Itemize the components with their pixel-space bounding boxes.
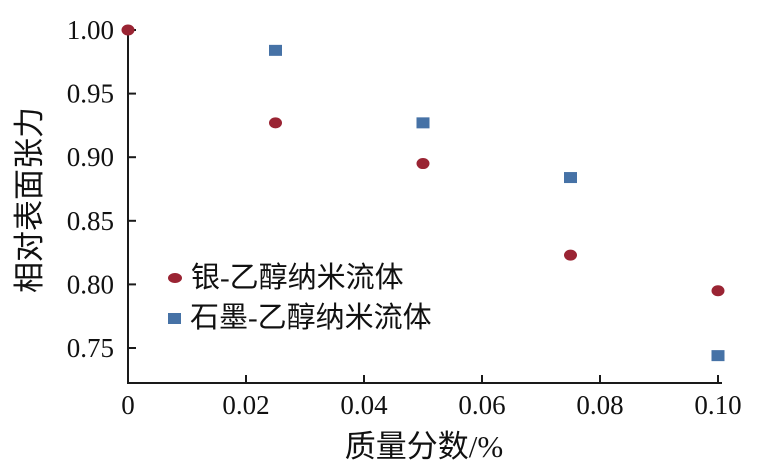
x-tick-label: 0 bbox=[121, 390, 135, 420]
data-point-circle bbox=[121, 24, 135, 36]
data-point-circle bbox=[711, 285, 725, 297]
data-point-circle bbox=[269, 117, 282, 129]
data-point-square bbox=[269, 44, 282, 56]
data-point-circle bbox=[416, 158, 430, 170]
x-tick-label: 0.04 bbox=[340, 390, 388, 420]
data-point-square bbox=[564, 172, 577, 184]
y-tick-label: 1.00 bbox=[67, 15, 114, 45]
legend: 银-乙醇纳米流体 石墨-乙醇纳米流体 bbox=[168, 258, 432, 338]
y-axis-title: 相对表面张力 bbox=[12, 107, 47, 293]
y-tick-label: 0.95 bbox=[67, 79, 114, 109]
legend-label-silver-ethanol: 银-乙醇纳米流体 bbox=[191, 261, 404, 294]
data-point-square bbox=[711, 350, 725, 362]
x-tick-label: 0.08 bbox=[576, 390, 623, 420]
y-tick-label: 0.80 bbox=[67, 269, 114, 299]
x-axis-title: 质量分数/% bbox=[345, 429, 503, 464]
x-tick-label: 0.02 bbox=[222, 390, 269, 420]
legend-square-marker-icon bbox=[168, 312, 181, 324]
x-tick-label: 0.06 bbox=[458, 390, 505, 420]
y-tick-label: 0.85 bbox=[67, 206, 114, 236]
data-point-square bbox=[416, 117, 430, 129]
x-tick-label: 0.10 bbox=[694, 390, 741, 420]
legend-circle-marker-icon bbox=[168, 273, 182, 283]
legend-item-graphite-ethanol: 石墨-乙醇纳米流体 bbox=[168, 298, 432, 338]
legend-item-silver-ethanol: 银-乙醇纳米流体 bbox=[168, 258, 432, 298]
y-tick-label: 0.75 bbox=[67, 333, 114, 363]
y-tick-label: 0.90 bbox=[67, 142, 114, 172]
data-point-circle bbox=[564, 249, 577, 261]
legend-label-graphite-ethanol: 石墨-乙醇纳米流体 bbox=[190, 301, 432, 334]
